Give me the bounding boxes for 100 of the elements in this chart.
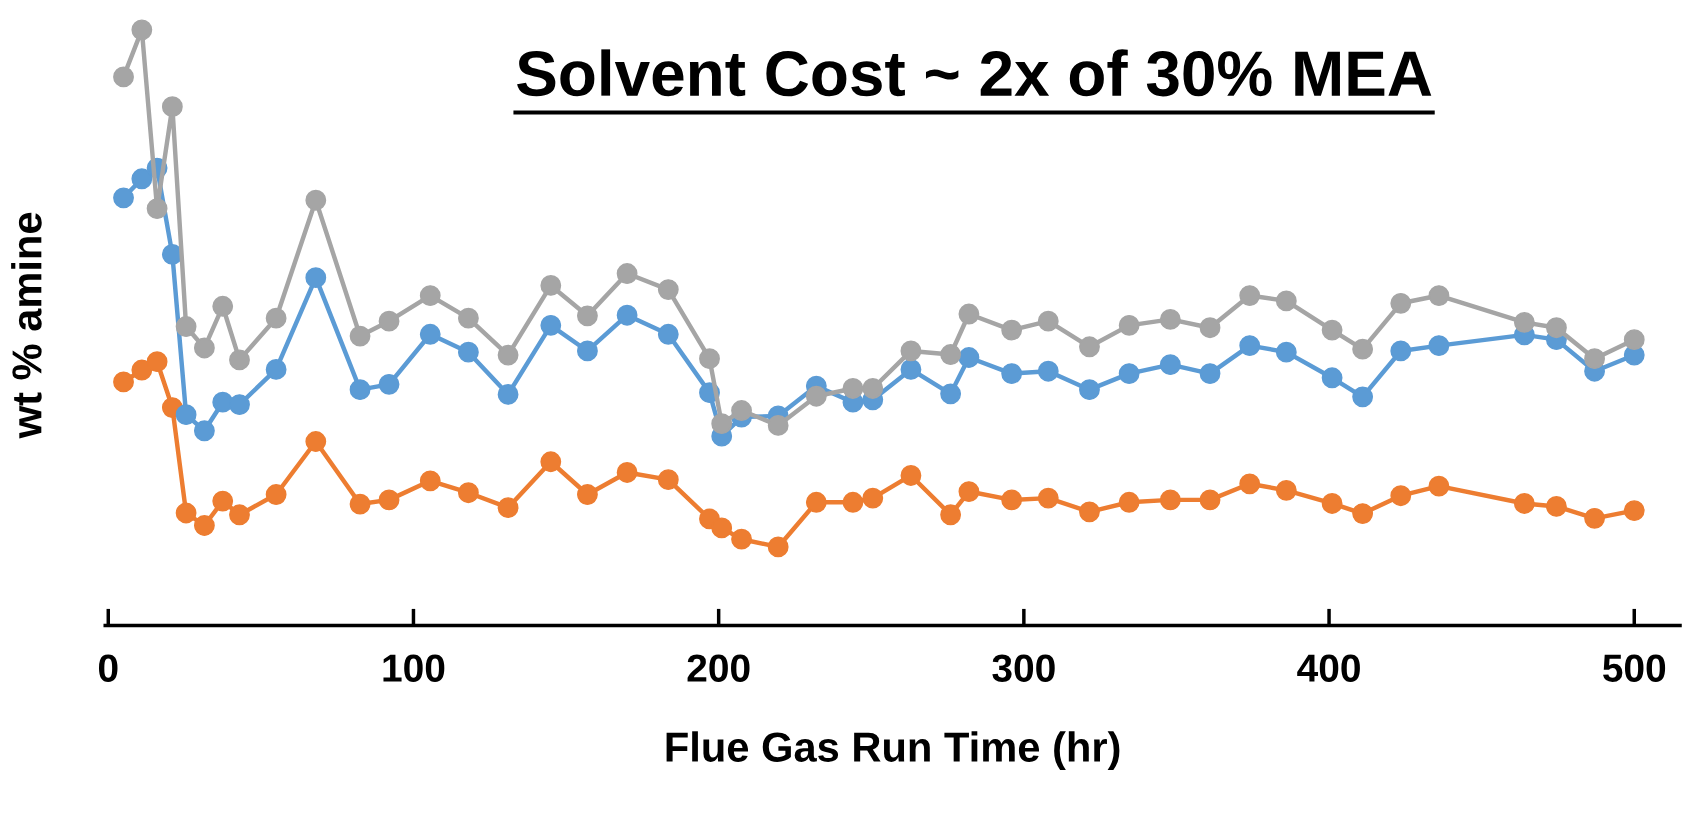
point	[212, 490, 234, 512]
point	[1623, 329, 1645, 351]
point	[958, 347, 980, 368]
point	[805, 491, 827, 513]
point	[1428, 475, 1450, 497]
point	[497, 497, 519, 519]
point	[1390, 292, 1412, 314]
point	[1199, 489, 1221, 511]
point	[1321, 493, 1343, 514]
point	[131, 168, 153, 190]
point	[900, 340, 922, 362]
point	[1037, 310, 1059, 332]
point	[711, 413, 733, 435]
point	[113, 371, 134, 393]
point	[497, 384, 519, 405]
point	[305, 431, 327, 452]
point	[731, 528, 752, 550]
point	[711, 517, 733, 539]
point	[1623, 500, 1645, 522]
point	[1390, 340, 1412, 362]
point	[1584, 507, 1605, 529]
point	[1546, 317, 1567, 339]
point	[577, 484, 598, 505]
point	[767, 536, 789, 558]
point	[229, 504, 250, 526]
point	[1239, 285, 1261, 306]
point	[378, 373, 400, 395]
point	[1079, 336, 1100, 358]
point	[457, 482, 479, 504]
x-tick-label: 0	[98, 654, 118, 682]
point	[1079, 501, 1100, 523]
point	[1584, 348, 1605, 370]
point	[1199, 317, 1221, 339]
point	[900, 465, 922, 486]
point	[378, 310, 400, 332]
point	[175, 502, 197, 524]
point	[1321, 319, 1343, 341]
point	[1118, 363, 1140, 385]
x-axis-title: Flue Gas Run Time (hr)	[666, 731, 1120, 771]
point	[958, 481, 980, 502]
point	[1352, 503, 1374, 525]
point	[1546, 496, 1567, 517]
point	[540, 451, 562, 473]
point	[1428, 285, 1450, 306]
point	[349, 325, 371, 347]
point	[657, 469, 679, 491]
point	[265, 307, 287, 329]
point	[161, 96, 183, 118]
point	[113, 187, 134, 209]
point	[419, 285, 441, 306]
point	[540, 275, 562, 296]
point	[940, 344, 962, 365]
point	[349, 379, 371, 401]
point	[1239, 335, 1261, 357]
point	[229, 349, 250, 371]
x-tick-label: 400	[1297, 654, 1360, 682]
point	[1428, 335, 1450, 357]
point	[616, 304, 638, 326]
point	[900, 359, 922, 380]
point	[457, 341, 479, 363]
point	[805, 385, 827, 407]
point	[616, 462, 638, 483]
point	[212, 391, 234, 413]
point	[1118, 314, 1140, 336]
point	[457, 307, 479, 329]
point	[1199, 363, 1221, 385]
point	[699, 348, 720, 370]
point	[657, 323, 679, 345]
point	[1275, 479, 1297, 501]
point	[540, 314, 562, 336]
x-tick-label: 200	[687, 654, 750, 682]
point	[1159, 308, 1181, 330]
point	[940, 504, 962, 526]
point	[305, 267, 327, 289]
point	[1001, 489, 1023, 511]
point	[1079, 379, 1100, 401]
point	[1275, 341, 1297, 363]
point	[497, 344, 519, 366]
point	[265, 484, 287, 505]
chart-title: Solvent Cost ~ 2x of 30% MEA	[517, 49, 1432, 97]
point	[229, 394, 250, 415]
x-tick-label: 500	[1603, 654, 1666, 682]
point	[131, 19, 153, 41]
x-tick-label: 100	[383, 654, 445, 682]
point	[940, 383, 962, 405]
point	[1037, 360, 1059, 382]
point	[1390, 485, 1412, 507]
point	[767, 415, 789, 436]
point	[958, 303, 980, 325]
point	[193, 337, 215, 359]
point	[842, 491, 864, 513]
point	[349, 493, 371, 515]
point	[378, 489, 400, 511]
point	[193, 420, 215, 442]
point	[193, 515, 215, 536]
point	[1159, 354, 1181, 376]
point	[1239, 473, 1261, 495]
point	[862, 487, 884, 509]
point	[616, 263, 638, 284]
x-tick-label: 300	[992, 654, 1055, 682]
